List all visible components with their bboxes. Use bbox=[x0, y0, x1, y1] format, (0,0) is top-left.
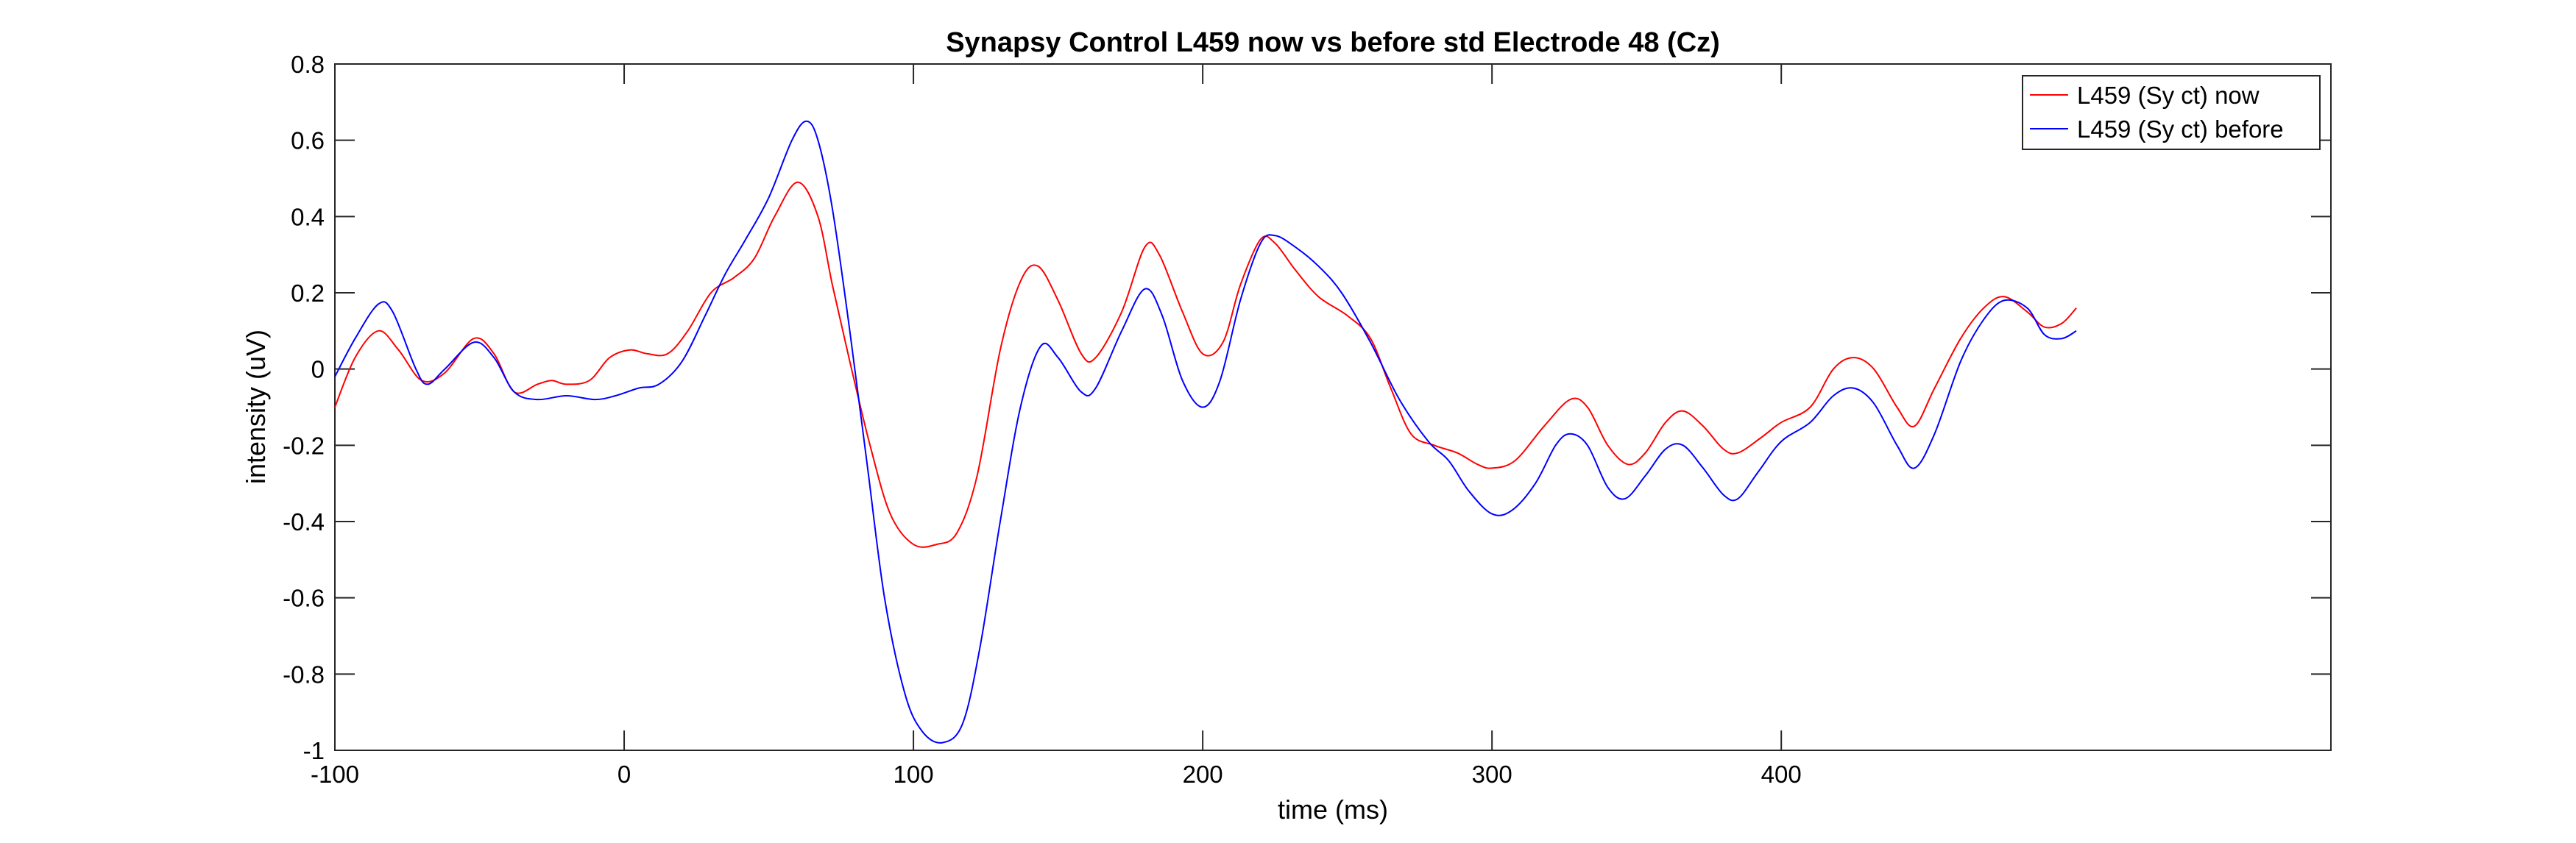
x-tick-label: 0 bbox=[618, 761, 631, 788]
series-line-before bbox=[334, 120, 2077, 744]
series-layer bbox=[334, 120, 2077, 744]
series-line-now bbox=[334, 181, 2077, 548]
x-tick-label: -100 bbox=[311, 761, 359, 788]
chart-title: Synapsy Control L459 now vs before std E… bbox=[946, 27, 1720, 58]
y-tick-label: 0.6 bbox=[291, 127, 325, 154]
legend-label-before: L459 (Sy ct) before bbox=[2077, 115, 2284, 143]
y-axis: -1 -0.8 -0.6 -0.4 -0.2 0 0.2 0.4 0.6 0.8 bbox=[283, 51, 2331, 764]
legend-label-now: L459 (Sy ct) now bbox=[2077, 82, 2260, 109]
x-tick-label: 200 bbox=[1183, 761, 1223, 788]
y-axis-title: intensity (uV) bbox=[241, 330, 271, 484]
y-tick-label: -1 bbox=[303, 737, 325, 764]
y-tick-label: 0.4 bbox=[291, 203, 325, 230]
x-axis-title: time (ms) bbox=[1278, 794, 1388, 825]
y-tick-label: 0 bbox=[311, 356, 325, 383]
x-tick-label: 100 bbox=[894, 761, 934, 788]
legend: L459 (Sy ct) now L459 (Sy ct) before bbox=[2022, 75, 2321, 150]
plot-area bbox=[334, 63, 2332, 751]
y-tick-label: -0.8 bbox=[283, 661, 325, 688]
y-tick-label: -0.2 bbox=[283, 432, 325, 459]
y-tick-label: -0.6 bbox=[283, 585, 325, 612]
y-tick-label: 0.8 bbox=[291, 51, 325, 78]
x-tick-label: 400 bbox=[1761, 761, 1802, 788]
x-axis: -100 0 100 200 300 400 bbox=[311, 64, 1802, 788]
legend-box bbox=[2022, 75, 2321, 150]
x-tick-label: 300 bbox=[1472, 761, 1512, 788]
y-tick-label: 0.2 bbox=[291, 280, 325, 307]
y-tick-label: -0.4 bbox=[283, 508, 325, 536]
